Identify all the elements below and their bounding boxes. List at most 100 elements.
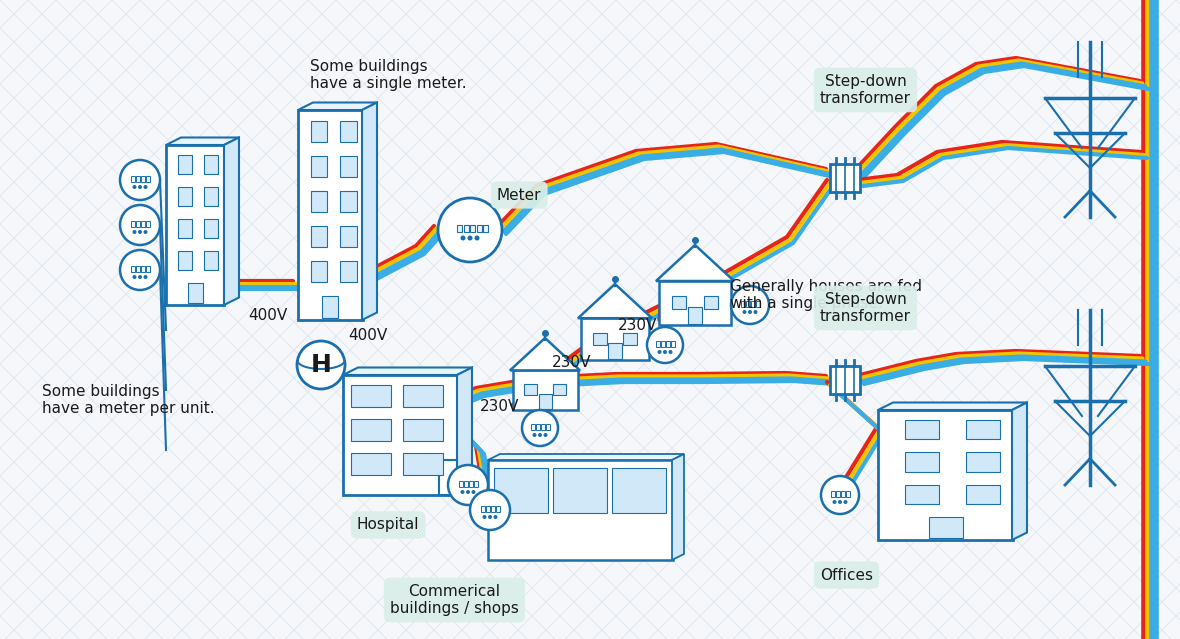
Bar bbox=[538, 394, 551, 409]
Bar bbox=[491, 506, 494, 511]
Polygon shape bbox=[671, 454, 684, 560]
Polygon shape bbox=[510, 338, 581, 371]
Circle shape bbox=[466, 490, 470, 494]
Bar bbox=[312, 190, 327, 212]
Text: Some buildings
have a meter per unit.: Some buildings have a meter per unit. bbox=[42, 384, 215, 416]
Bar bbox=[477, 225, 481, 232]
Bar bbox=[536, 424, 540, 429]
Text: 230V: 230V bbox=[618, 318, 657, 332]
Circle shape bbox=[821, 476, 859, 514]
Circle shape bbox=[120, 250, 160, 290]
Bar bbox=[929, 517, 963, 539]
Text: Step-down
transformer: Step-down transformer bbox=[820, 73, 911, 106]
Bar bbox=[178, 187, 192, 206]
Bar bbox=[905, 452, 939, 472]
Circle shape bbox=[493, 515, 498, 519]
Bar bbox=[481, 506, 485, 511]
Bar bbox=[340, 121, 356, 141]
Circle shape bbox=[438, 198, 501, 262]
Bar bbox=[965, 452, 999, 472]
Bar bbox=[459, 481, 463, 486]
Bar bbox=[965, 485, 999, 504]
Bar bbox=[136, 176, 140, 181]
Polygon shape bbox=[1012, 403, 1027, 540]
Bar bbox=[494, 468, 548, 513]
Bar bbox=[841, 491, 845, 497]
Bar bbox=[524, 384, 537, 396]
Circle shape bbox=[474, 236, 479, 240]
Bar bbox=[831, 491, 835, 497]
Polygon shape bbox=[362, 102, 376, 320]
Bar bbox=[830, 366, 860, 394]
Text: 230V: 230V bbox=[552, 355, 591, 369]
Text: Some buildings
have a single meter.: Some buildings have a single meter. bbox=[310, 59, 466, 91]
Bar bbox=[166, 145, 224, 305]
Bar bbox=[474, 481, 478, 486]
Bar bbox=[746, 301, 750, 307]
Bar bbox=[188, 282, 203, 304]
Bar bbox=[350, 419, 392, 441]
Bar bbox=[552, 384, 565, 396]
Bar bbox=[457, 225, 463, 232]
Text: Offices: Offices bbox=[820, 567, 873, 583]
Polygon shape bbox=[878, 403, 1027, 410]
Bar bbox=[131, 266, 135, 272]
Bar bbox=[340, 226, 356, 247]
Bar bbox=[965, 420, 999, 439]
Polygon shape bbox=[656, 245, 734, 281]
Text: Step-down
transformer: Step-down transformer bbox=[820, 292, 911, 324]
Bar bbox=[140, 221, 145, 226]
Circle shape bbox=[838, 500, 843, 504]
Circle shape bbox=[489, 515, 492, 519]
Circle shape bbox=[730, 286, 769, 324]
Bar bbox=[489, 460, 673, 560]
Circle shape bbox=[144, 185, 148, 189]
Bar bbox=[178, 250, 192, 270]
Bar bbox=[464, 481, 468, 486]
Circle shape bbox=[460, 236, 465, 240]
Text: Hospital: Hospital bbox=[358, 518, 420, 532]
Circle shape bbox=[538, 433, 542, 437]
Bar bbox=[402, 385, 442, 407]
Bar bbox=[540, 424, 545, 429]
Bar bbox=[299, 110, 363, 320]
Bar bbox=[608, 343, 622, 359]
Bar bbox=[671, 296, 687, 309]
Circle shape bbox=[120, 205, 160, 245]
Circle shape bbox=[657, 350, 662, 354]
Bar bbox=[312, 226, 327, 247]
Bar bbox=[131, 221, 135, 226]
Bar bbox=[513, 371, 578, 410]
Circle shape bbox=[132, 230, 137, 234]
Bar bbox=[204, 155, 218, 174]
Bar bbox=[464, 225, 468, 232]
Bar bbox=[402, 419, 442, 441]
Bar bbox=[146, 266, 150, 272]
Bar bbox=[581, 318, 649, 360]
Circle shape bbox=[833, 500, 837, 504]
Bar bbox=[439, 460, 457, 495]
Bar bbox=[322, 295, 339, 318]
Bar bbox=[131, 176, 135, 181]
Circle shape bbox=[132, 275, 137, 279]
Text: H: H bbox=[310, 353, 332, 377]
Bar bbox=[594, 333, 607, 344]
Circle shape bbox=[460, 490, 465, 494]
Circle shape bbox=[544, 433, 548, 437]
Bar bbox=[340, 261, 356, 282]
Text: Generally houses are fed
with a single phase.: Generally houses are fed with a single p… bbox=[730, 279, 922, 311]
Bar bbox=[905, 485, 939, 504]
Bar bbox=[612, 468, 666, 513]
Polygon shape bbox=[578, 284, 653, 318]
Circle shape bbox=[120, 160, 160, 200]
Bar bbox=[204, 219, 218, 238]
Bar bbox=[496, 506, 500, 511]
Bar bbox=[140, 266, 145, 272]
Text: Commerical
buildings / shops: Commerical buildings / shops bbox=[391, 584, 519, 616]
Circle shape bbox=[754, 310, 758, 314]
Bar bbox=[531, 424, 535, 429]
Bar bbox=[846, 491, 850, 497]
Bar bbox=[140, 176, 145, 181]
Bar bbox=[136, 221, 140, 226]
Bar bbox=[312, 121, 327, 141]
